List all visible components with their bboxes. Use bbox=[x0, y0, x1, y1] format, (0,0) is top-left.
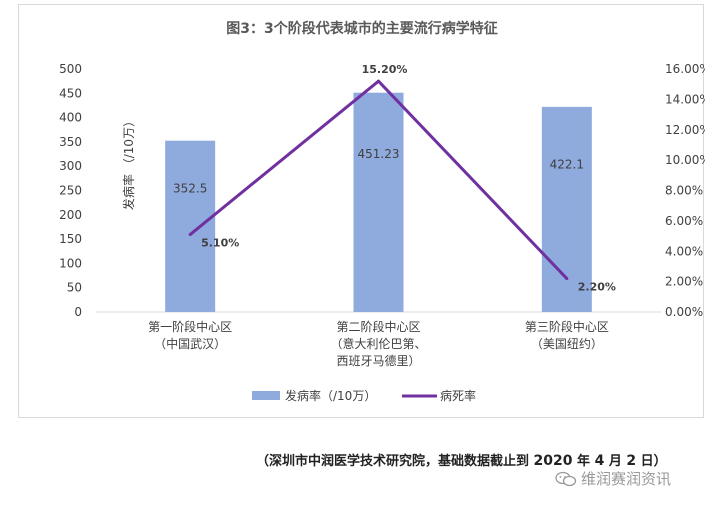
line-data-label: 2.20% bbox=[578, 281, 616, 294]
bar bbox=[165, 140, 216, 312]
source-month: 4 bbox=[594, 453, 605, 469]
y-tick-label: 300 bbox=[59, 159, 82, 173]
chart-title: 图3：3个阶段代表城市的主要流行病学特征 bbox=[226, 20, 497, 37]
x-tick-label: （美国纽约） bbox=[531, 336, 603, 351]
x-tick-label: （意大利伦巴第、 bbox=[330, 336, 426, 351]
legend-label-bar: 发病率（/10万） bbox=[285, 388, 376, 403]
source-mid2: 月 bbox=[604, 454, 627, 469]
y-tick-label: 350 bbox=[59, 135, 82, 149]
bar-data-label: 451.23 bbox=[358, 147, 400, 161]
y-tick-label: 0 bbox=[74, 305, 82, 319]
y2-tick-label: 14.00% bbox=[665, 92, 705, 106]
y2-tick-label: 8.00% bbox=[665, 184, 703, 198]
y2-tick-label: 16.00% bbox=[665, 62, 705, 76]
y-tick-label: 250 bbox=[59, 184, 82, 198]
legend-swatch-bar bbox=[252, 391, 280, 400]
x-tick-label: 第一阶段中心区 bbox=[148, 319, 232, 334]
line-data-label: 5.10% bbox=[201, 237, 239, 250]
chart-frame: 图3：3个阶段代表城市的主要流行病学特征 0 50 100 150 200 250 300 3… bbox=[18, 4, 705, 418]
x-tick-label: 西班牙马德里） bbox=[336, 353, 420, 368]
watermark: 维润赛润资讯 bbox=[555, 468, 671, 489]
y-axis-label: 发病率 （/10万） bbox=[121, 115, 136, 210]
y-tick-label: 50 bbox=[67, 281, 82, 295]
x-tick-label: 第二阶段中心区 bbox=[336, 319, 420, 334]
y2-tick-label: 10.00% bbox=[665, 153, 705, 167]
y-tick-label: 500 bbox=[59, 62, 82, 76]
y-tick-label: 200 bbox=[59, 208, 82, 222]
chart: 图3：3个阶段代表城市的主要流行病学特征 0 50 100 150 200 250 300 3… bbox=[59, 20, 705, 403]
y2-tick-label: 4.00% bbox=[665, 244, 703, 258]
x-tick-label: （中国武汉） bbox=[154, 336, 226, 351]
y-tick-label: 100 bbox=[59, 256, 82, 270]
line-point bbox=[377, 79, 380, 83]
source-day: 2 bbox=[626, 453, 637, 469]
wechat-icon bbox=[555, 471, 577, 486]
line-data-label: 15.20% bbox=[362, 63, 408, 76]
y2-tick-label: 12.00% bbox=[665, 123, 705, 137]
y2-tick-label: 2.00% bbox=[665, 275, 703, 289]
y-tick-label: 150 bbox=[59, 232, 82, 246]
source-year: 2020 bbox=[533, 453, 573, 469]
bar-data-label: 352.5 bbox=[173, 182, 207, 196]
source-prefix: （深圳市中润医学技术研究院，基础数据截止到 bbox=[256, 454, 534, 469]
source-suffix: 日） bbox=[636, 454, 667, 469]
y-tick-label: 450 bbox=[59, 86, 82, 100]
y2-tick-label: 6.00% bbox=[665, 214, 703, 228]
legend-label-line: 病死率 bbox=[440, 388, 476, 403]
line-point bbox=[565, 277, 569, 281]
bar bbox=[353, 92, 404, 313]
watermark-text: 维润赛润资讯 bbox=[581, 470, 672, 488]
y2-tick-label: 0.00% bbox=[665, 305, 703, 319]
x-tick-label: 第三阶段中心区 bbox=[525, 319, 609, 334]
y-tick-label: 400 bbox=[59, 111, 82, 125]
line-point bbox=[188, 233, 192, 237]
source-note: （深圳市中润医学技术研究院，基础数据截止到 2020 年 4 月 2 日） bbox=[256, 450, 667, 469]
bar-data-label: 422.1 bbox=[550, 157, 584, 171]
source-mid1: 年 bbox=[572, 454, 595, 469]
